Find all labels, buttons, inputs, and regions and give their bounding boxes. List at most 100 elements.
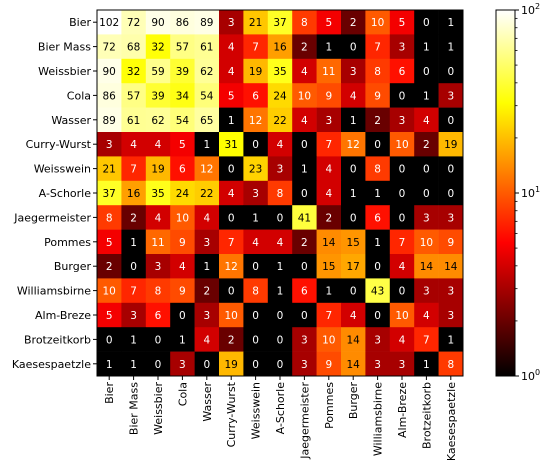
heatmap-cell-value: 1: [179, 334, 186, 346]
heatmap-cell: [341, 229, 366, 255]
heatmap-cell: [145, 327, 171, 352]
heatmap-cell: [341, 205, 366, 230]
heatmap-cell-value: 1: [325, 286, 332, 298]
heatmap-cell-value: 0: [399, 212, 406, 224]
heatmap-cell: [243, 132, 269, 157]
colorbar-gradient: [495, 9, 516, 377]
heatmap-cell: [145, 34, 171, 60]
heatmap-cell: [243, 205, 269, 230]
heatmap-cell-value: 14: [347, 359, 361, 371]
heatmap-cell-value: 1: [350, 188, 357, 200]
heatmap-cell-value: 6: [252, 90, 259, 102]
heatmap-cell: [365, 107, 391, 133]
heatmap-cell-value: 3: [447, 212, 454, 224]
axis-ticks: [93, 21, 452, 380]
column-label: Brotzeitkorb: [420, 382, 433, 449]
heatmap-cell-value: 2: [228, 334, 235, 346]
heatmap-cell: [267, 58, 293, 84]
heatmap-cell: [121, 205, 147, 230]
heatmap-cell: [97, 58, 122, 84]
heatmap-cell-value: 0: [252, 359, 259, 371]
heatmap-cell: [194, 107, 220, 133]
heatmap-cell: [341, 327, 366, 352]
heatmap-cell: [194, 327, 220, 352]
heatmap-cell-value: 2: [106, 261, 113, 273]
heatmap-cell: [267, 156, 293, 182]
heatmap-cell: [316, 351, 342, 377]
heatmap-cell-value: 0: [203, 359, 210, 371]
heatmap-cell: [219, 351, 244, 377]
heatmap-cell: [121, 302, 147, 328]
heatmap-cell: [243, 351, 269, 377]
heatmap-cell-value: 24: [273, 90, 287, 102]
heatmap-cell: [145, 83, 171, 108]
heatmap-cell: [414, 180, 439, 206]
heatmap-cell-value: 5: [228, 90, 235, 102]
row-label: Cola: [67, 89, 91, 102]
heatmap-cell-value: 7: [325, 310, 332, 322]
heatmap-cell: [194, 83, 220, 108]
colorbar-tick-label: 102: [521, 2, 540, 17]
heatmap-cell-value: 0: [350, 42, 357, 54]
heatmap-cell-value: 3: [179, 359, 186, 371]
heatmap-cell: [292, 58, 317, 84]
heatmap-cell-value: 54: [176, 115, 190, 127]
heatmap-cell: [414, 156, 439, 182]
heatmap-cell: [389, 83, 415, 108]
heatmap-cell: [267, 34, 293, 60]
heatmap-cell-value: 0: [399, 188, 406, 200]
heatmap-cell: [341, 58, 366, 84]
heatmap-cell: [292, 107, 317, 133]
heatmap-cell: [389, 107, 415, 133]
heatmap-cell-value: 7: [228, 237, 235, 249]
heatmap-cell-value: 10: [371, 17, 384, 29]
heatmap-cell: [438, 180, 464, 206]
heatmap-cell: [292, 278, 317, 304]
heatmap-cell: [243, 180, 269, 206]
heatmap-cell-value: 1: [130, 237, 137, 249]
heatmap-cell-value: 1: [130, 359, 137, 371]
heatmap-cell-value: 3: [447, 90, 454, 102]
heatmap-cell-value: 65: [200, 115, 213, 127]
heatmap-cell-value: 0: [277, 310, 284, 322]
heatmap-cell-value: 2: [203, 286, 210, 298]
heatmap-cell: [243, 302, 269, 328]
heatmap-cell: [97, 278, 122, 304]
column-label: Bier: [103, 382, 116, 404]
heatmap-cell: [170, 107, 195, 133]
heatmap-cell: [243, 83, 269, 108]
heatmap-cell: [389, 229, 415, 255]
heatmap-cell-value: 2: [374, 115, 381, 127]
column-label: Bier Mass: [128, 382, 141, 435]
heatmap-cell: [97, 254, 122, 279]
heatmap-cell: [316, 10, 342, 35]
heatmap-cell-value: 4: [155, 139, 162, 151]
heatmap-cell-value: 9: [374, 90, 381, 102]
heatmap-cell-value: 4: [130, 139, 137, 151]
heatmap-cell-value: 37: [103, 188, 116, 200]
heatmap-cell-value: 19: [444, 139, 457, 151]
heatmap-cell-value: 0: [350, 212, 357, 224]
heatmap-cell-value: 6: [399, 66, 406, 78]
heatmap-cell-value: 7: [423, 334, 430, 346]
heatmap-cell: [341, 278, 366, 304]
heatmap-cell-value: 9: [325, 90, 332, 102]
heatmap-cell-value: 4: [399, 334, 406, 346]
heatmap-cell-value: 6: [374, 212, 381, 224]
heatmap-cell: [438, 10, 464, 35]
heatmap-cell-value: 10: [103, 286, 116, 298]
heatmap-cell-values: 102 72 90 86 89 3 21 37 8 5 2 10 5 0 172 68 32 57 61 4 7 16 2 1…: [99, 17, 458, 371]
heatmap-cell: [414, 107, 439, 133]
heatmap-cell: [219, 132, 244, 157]
heatmap-cell: [219, 302, 244, 328]
heatmap-cell: [194, 278, 220, 304]
heatmap-cell-value: 9: [179, 237, 186, 249]
heatmap-cell: [170, 229, 195, 255]
heatmap-cell: [389, 327, 415, 352]
heatmap-cell: [145, 351, 171, 377]
heatmap-cell-value: 39: [176, 66, 189, 78]
heatmap-cell: [219, 229, 244, 255]
heatmap-cell-value: 37: [273, 17, 286, 29]
heatmap-cell-value: 0: [423, 164, 430, 176]
heatmap-cell-value: 0: [301, 310, 308, 322]
